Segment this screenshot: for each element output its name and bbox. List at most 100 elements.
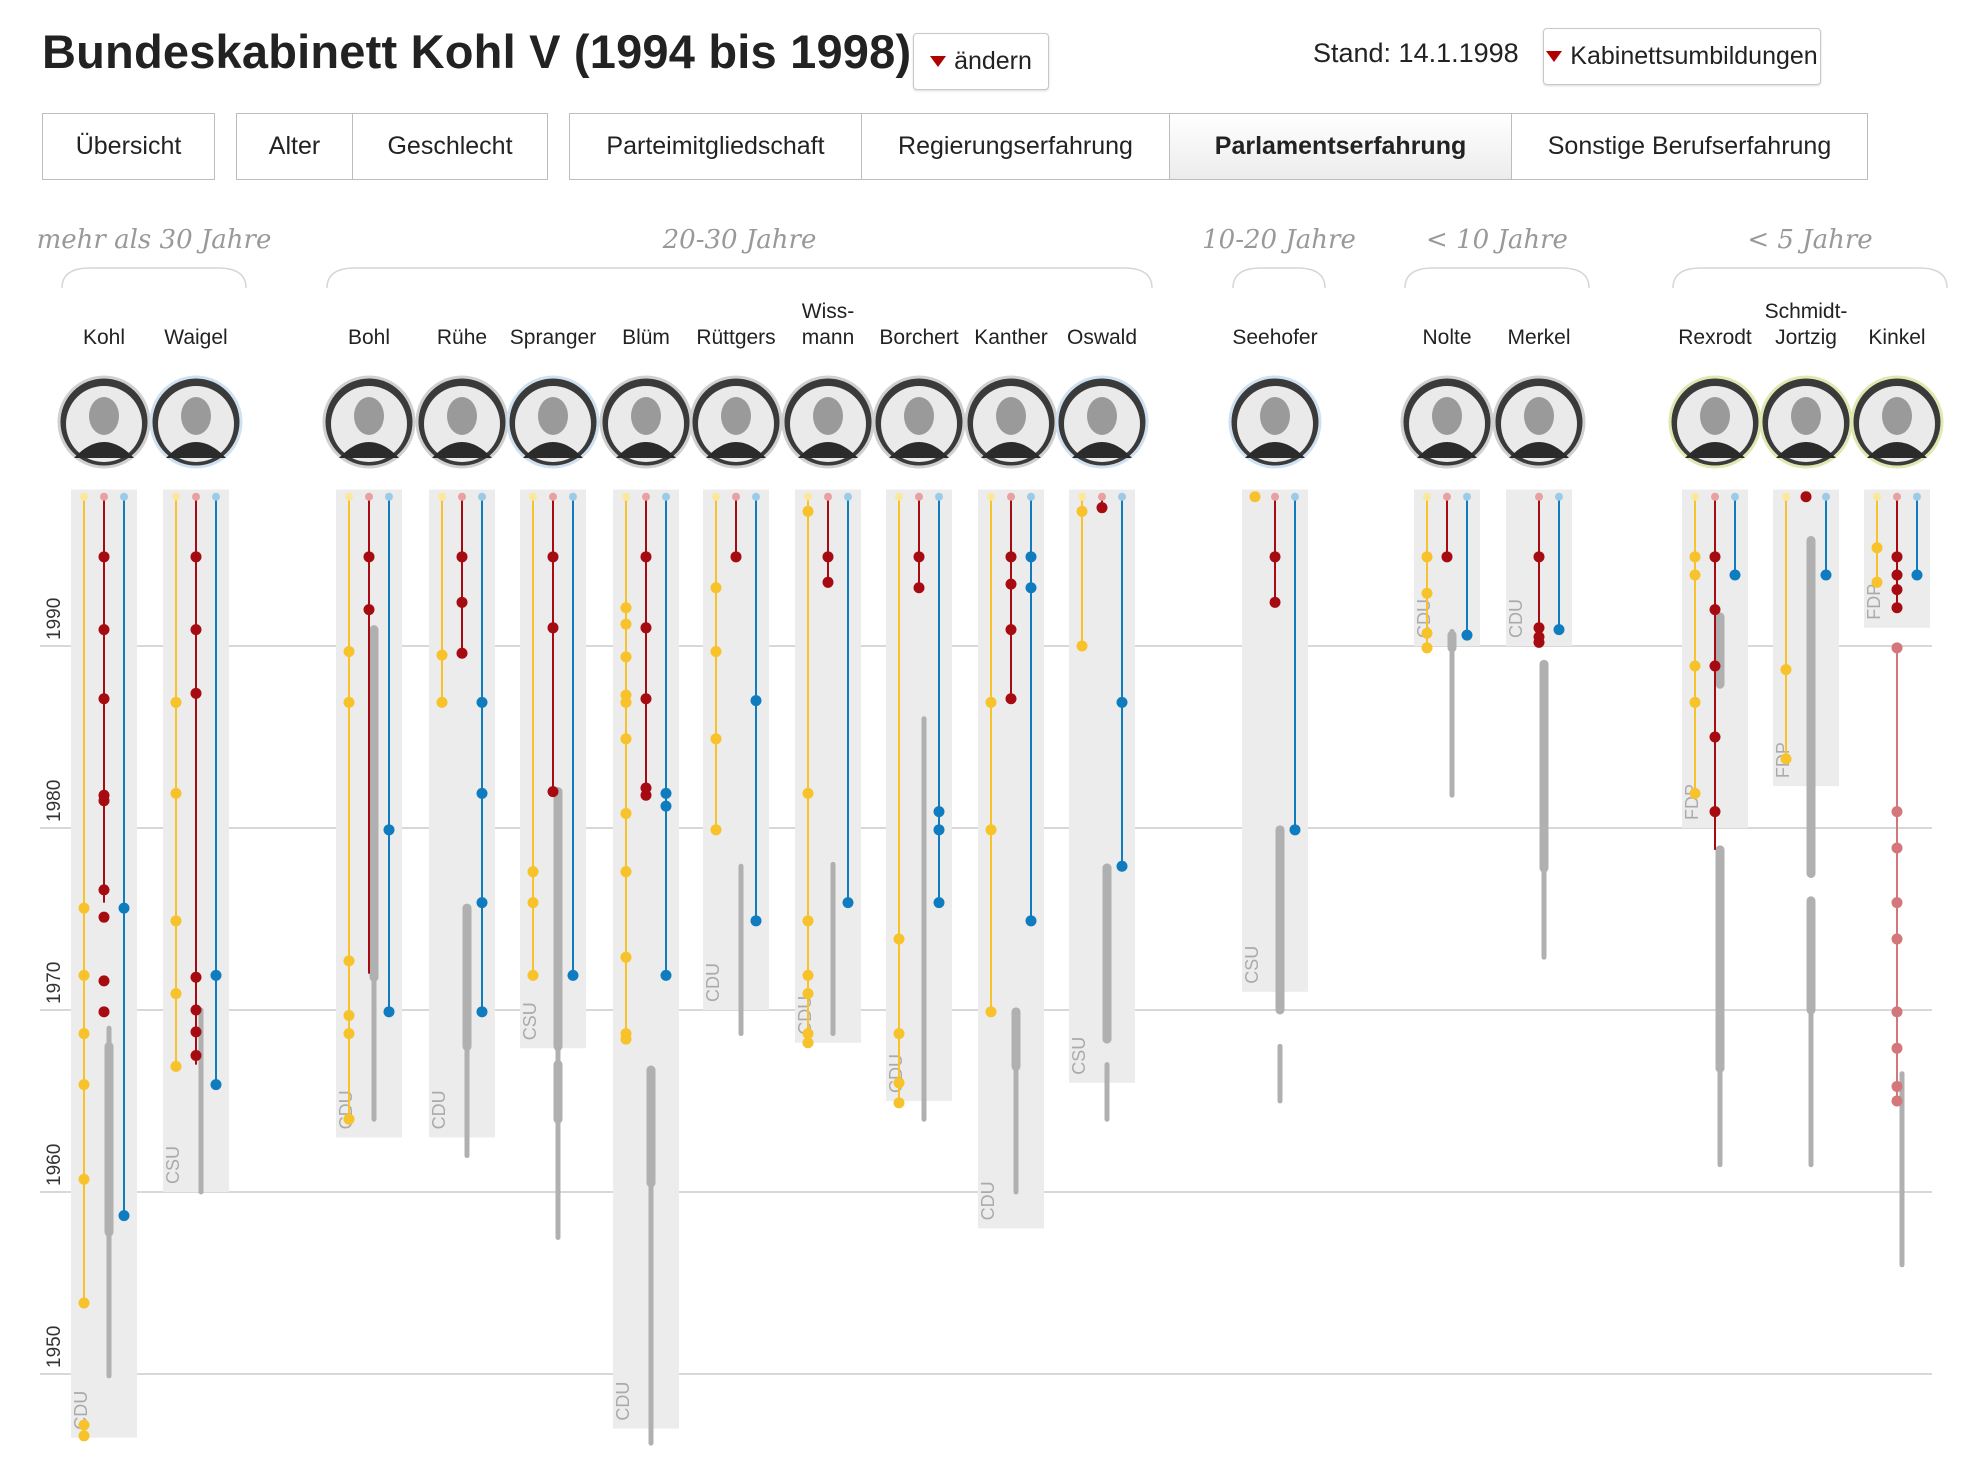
other-parliament-start-point [1118,493,1126,501]
dropdown-triangle-icon [1546,51,1562,62]
bundestag-point [1892,551,1903,562]
other-parliament-point [384,1006,395,1017]
landtag-start-point [438,493,446,501]
bundestag-point [823,551,834,562]
tab-regierungserfahrung[interactable]: Regierungserfahrung [862,113,1170,180]
tab-uebersicht[interactable]: Übersicht [42,113,215,180]
other-parliament-start-point [1291,493,1299,501]
landtag-start-point [1782,493,1790,501]
landtag-point [621,733,632,744]
landtag-point [621,651,632,662]
landtag-point [437,697,448,708]
landtag-point [79,970,90,981]
tab-sonstige-berufserfahrung[interactable]: Sonstige Berufserfahrung [1512,113,1868,180]
other-parliament-point [1730,570,1741,581]
bundestag-point [457,597,468,608]
portrait-face [904,397,934,435]
dropdown-triangle-icon [930,56,946,67]
landtag-point [621,952,632,963]
person-name: Rühe [437,326,487,349]
landtag-point [1422,588,1433,599]
party-label: CSU [1069,1037,1089,1075]
tab-parteimitgliedschaft[interactable]: Parteimitgliedschaft [569,113,862,180]
landtag-point [894,1097,905,1108]
landtag-point [1781,753,1792,764]
landtag-point [171,697,182,708]
landtag-start-point [804,493,812,501]
bundestag-start-point [1007,493,1015,501]
portrait-face [1882,397,1912,435]
year-label-1990: 1990 [44,598,65,640]
page-title: Bundeskabinett Kohl V (1994 bis 1998) [42,24,911,79]
portrait-face [1432,397,1462,435]
landtag-start-point [895,493,903,501]
landtag-point [171,915,182,926]
landtag-point [1422,551,1433,562]
landtag-start-point [622,493,630,501]
bundestag-point [548,622,559,633]
bundestag-point [1710,732,1721,743]
other-parliament-point [477,788,488,799]
tab-parlamentserfahrung[interactable]: Parlamentserfahrung [1170,113,1512,180]
bundestag-point [1270,551,1281,562]
bundestag-earlier-point [1892,934,1903,945]
reshuffle-dropdown-button[interactable]: Kabinettsumbildungen [1543,28,1821,85]
party-label: CDU [1506,599,1526,638]
other-parliament-point [661,970,672,981]
bundestag-point [99,790,110,801]
bundestag-earlier-point [1892,1006,1903,1017]
landtag-point [894,934,905,945]
landtag-point [171,988,182,999]
bundestag-point [823,577,834,588]
other-parliament-point [661,788,672,799]
other-parliament-point [1117,697,1128,708]
landtag-point [986,824,997,835]
landtag-point [437,650,448,661]
change-cabinet-button[interactable]: ändern [913,33,1049,90]
other-parliament-point [934,897,945,908]
person-name: Kinkel [1868,326,1925,349]
bundestag-start-point [365,493,373,501]
bundestag-point [191,688,202,699]
bundestag-point [364,604,375,615]
person-name: Kanther [974,326,1048,349]
portrait-face [354,397,384,435]
landtag-point [1872,542,1883,553]
tab-alter[interactable]: Alter [236,113,353,180]
portrait-face [721,397,751,435]
landtag-point [79,1028,90,1039]
bundestag-point [641,622,652,633]
party-label: CDU [613,1382,633,1421]
other-parliament-point [934,806,945,817]
bundestag-point [1097,502,1108,513]
landtag-start-point [172,493,180,501]
party-label: CSU [1242,946,1262,984]
other-parliament-start-point [385,493,393,501]
bundestag-point [99,551,110,562]
landtag-point [621,619,632,630]
bundestag-start-point [732,493,740,501]
person-name: Blüm [622,326,670,349]
party-label: CSU [520,1002,540,1040]
tab-geschlecht[interactable]: Geschlecht [353,113,548,180]
person-name: Waigel [164,326,227,349]
other-parliament-point [843,897,854,908]
group-bracket [1405,268,1589,288]
bundestag-start-point [1271,493,1279,501]
bundestag-point [641,551,652,562]
other-parliament-point [661,801,672,812]
other-parliament-start-point [569,493,577,501]
other-parliament-start-point [212,493,220,501]
bundestag-point [99,884,110,895]
reshuffle-label: Kabinettsumbildungen [1570,42,1817,71]
person-name: Schmidt- [1765,300,1848,323]
landtag-point [803,1028,814,1039]
other-parliament-start-point [662,493,670,501]
bundestag-point [191,1026,202,1037]
bundestag-start-point [824,493,832,501]
bundestag-point [457,551,468,562]
group-title: 20-30 Jahre [662,225,817,255]
bundestag-point [191,551,202,562]
bundestag-point [191,624,202,635]
party-label: CDU [703,963,723,1002]
